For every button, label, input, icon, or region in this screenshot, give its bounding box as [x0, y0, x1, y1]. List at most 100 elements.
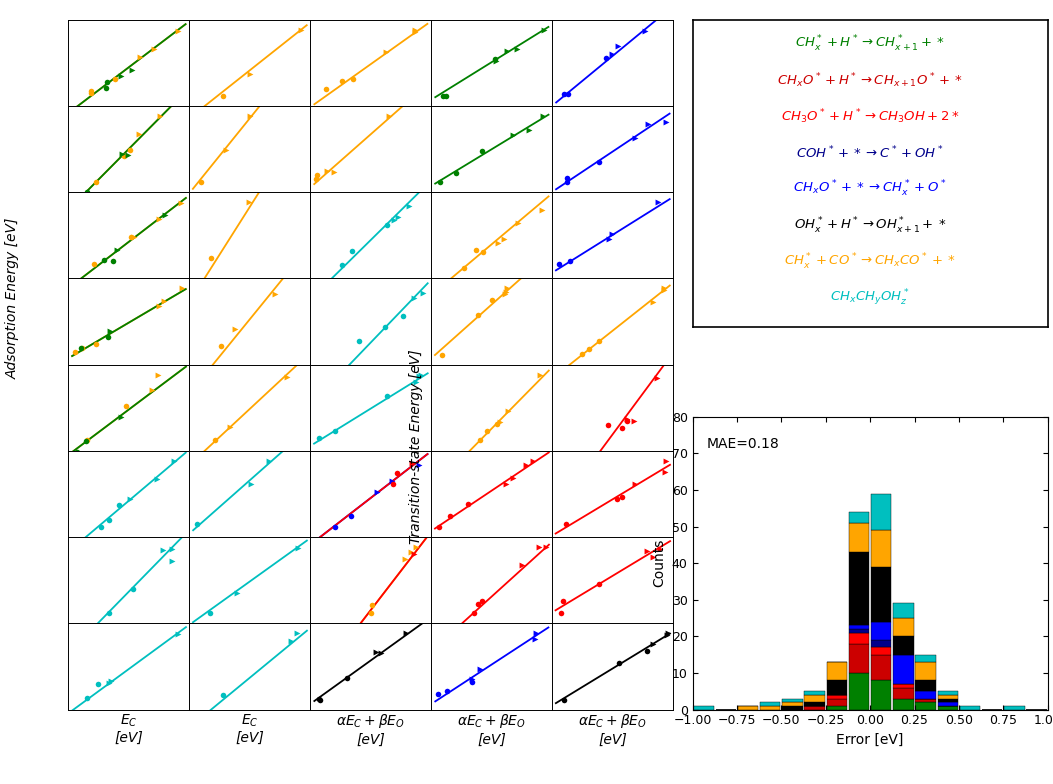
- Point: [146, 43, 163, 56]
- Point: [172, 197, 188, 209]
- Bar: [937, 695, 958, 699]
- Point: [390, 211, 406, 223]
- Point: [405, 292, 422, 304]
- Bar: [937, 691, 958, 695]
- Point: [658, 455, 675, 467]
- Point: [395, 310, 412, 322]
- Point: [163, 543, 180, 555]
- Point: [116, 150, 133, 162]
- Point: [411, 370, 428, 383]
- Point: [121, 492, 138, 505]
- Point: [404, 456, 421, 469]
- Bar: [871, 567, 892, 622]
- Point: [505, 472, 522, 485]
- Point: [377, 45, 394, 58]
- Bar: [738, 706, 758, 710]
- Point: [150, 368, 166, 381]
- Point: [591, 335, 608, 347]
- Bar: [893, 688, 914, 699]
- Point: [125, 230, 142, 243]
- Bar: [871, 494, 892, 530]
- Point: [125, 583, 142, 595]
- Point: [74, 341, 91, 354]
- Bar: [915, 681, 936, 691]
- Point: [367, 646, 384, 659]
- Bar: [915, 699, 936, 702]
- Point: [79, 186, 96, 198]
- Point: [188, 518, 205, 531]
- Point: [227, 322, 244, 335]
- Point: [240, 196, 257, 209]
- Point: [525, 455, 542, 467]
- Point: [498, 44, 515, 56]
- Point: [463, 676, 480, 688]
- Point: [534, 110, 551, 122]
- Point: [498, 282, 515, 295]
- Point: [657, 466, 674, 479]
- Point: [659, 629, 676, 641]
- Point: [90, 677, 106, 690]
- Point: [349, 626, 365, 639]
- Point: [591, 578, 608, 590]
- Point: [649, 196, 665, 209]
- Point: [638, 544, 655, 557]
- Point: [113, 70, 130, 82]
- Point: [430, 688, 446, 701]
- Point: [311, 693, 327, 706]
- Bar: [849, 626, 869, 629]
- Point: [334, 259, 351, 271]
- Point: [362, 607, 379, 619]
- Point: [514, 558, 531, 571]
- Point: [165, 455, 182, 467]
- Point: [558, 176, 575, 188]
- Point: [69, 198, 86, 210]
- Bar: [827, 695, 847, 699]
- Point: [261, 455, 278, 467]
- Point: [73, 341, 90, 354]
- X-axis label: $\alpha E_C + \beta E_O$
[eV]: $\alpha E_C + \beta E_O$ [eV]: [336, 713, 405, 746]
- Point: [438, 89, 455, 102]
- Point: [99, 76, 116, 89]
- Point: [152, 110, 168, 122]
- Point: [639, 644, 656, 657]
- Point: [531, 541, 548, 554]
- Point: [293, 24, 310, 36]
- Point: [640, 118, 657, 130]
- Point: [384, 478, 401, 491]
- Point: [652, 543, 669, 555]
- Point: [636, 25, 653, 38]
- Point: [551, 257, 568, 270]
- Point: [192, 176, 208, 188]
- Bar: [893, 699, 914, 710]
- Point: [344, 73, 361, 85]
- Point: [532, 368, 549, 381]
- Point: [558, 517, 575, 530]
- Point: [483, 294, 500, 307]
- Point: [644, 638, 661, 651]
- Text: Adsorption Energy [eV]: Adsorption Energy [eV]: [5, 217, 20, 379]
- Point: [87, 338, 104, 350]
- Point: [151, 299, 167, 312]
- Point: [528, 627, 544, 640]
- Point: [556, 693, 573, 706]
- Point: [98, 82, 115, 94]
- Point: [325, 165, 342, 178]
- Point: [610, 40, 627, 53]
- Point: [561, 254, 578, 267]
- Point: [384, 474, 401, 487]
- Point: [380, 110, 397, 122]
- Point: [611, 656, 628, 669]
- Bar: [893, 655, 914, 684]
- Point: [113, 410, 130, 423]
- Point: [104, 255, 121, 267]
- Text: $OH_x^*+H^*\rightarrow OH_{x+1}^*+*$: $OH_x^*+H^*\rightarrow OH_{x+1}^*+*$: [794, 216, 947, 235]
- X-axis label: $\alpha E_C + \beta E_O$
[eV]: $\alpha E_C + \beta E_O$ [eV]: [578, 713, 648, 746]
- Point: [100, 331, 117, 343]
- Point: [618, 415, 635, 427]
- Point: [518, 459, 535, 471]
- Bar: [849, 552, 869, 626]
- Point: [278, 371, 295, 383]
- Point: [603, 227, 620, 240]
- Point: [490, 236, 506, 249]
- Point: [174, 282, 191, 295]
